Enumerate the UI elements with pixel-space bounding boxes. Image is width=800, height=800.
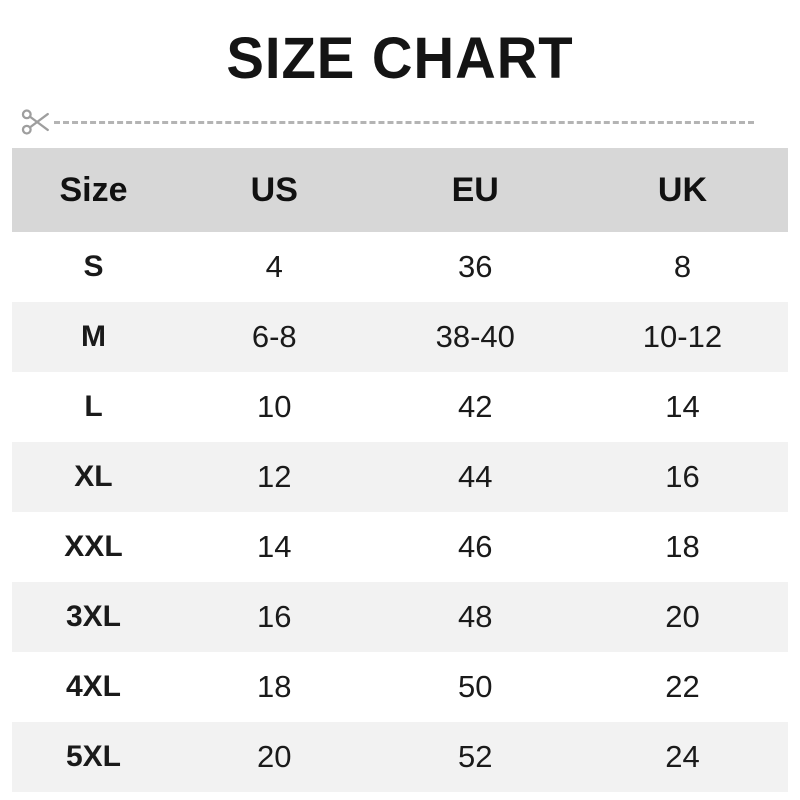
table-row: L 10 42 14	[12, 372, 788, 442]
cell-size: XL	[12, 442, 175, 512]
cell-us: 10	[174, 372, 374, 442]
cell-us: 14	[174, 512, 374, 582]
cell-eu: 36	[373, 232, 577, 302]
cell-size: L	[12, 372, 175, 442]
cell-eu: 50	[373, 652, 577, 722]
cell-size: XXL	[12, 512, 175, 582]
dashed-cut-line	[54, 120, 754, 124]
table-row: XL 12 44 16	[12, 442, 788, 512]
column-header-uk: UK	[576, 148, 788, 232]
cell-size: S	[12, 232, 175, 302]
cell-eu: 44	[373, 442, 577, 512]
cell-uk: 16	[576, 442, 788, 512]
cell-eu: 38-40	[373, 302, 577, 372]
table-header-row: Size US EU UK	[12, 148, 788, 232]
scissors-icon	[18, 105, 52, 139]
cell-eu: 48	[373, 582, 577, 652]
cell-eu: 46	[373, 512, 577, 582]
cell-uk: 18	[576, 512, 788, 582]
cut-line	[18, 104, 770, 140]
cell-us: 6-8	[174, 302, 374, 372]
cell-uk: 14	[576, 372, 788, 442]
cell-size: 4XL	[12, 652, 175, 722]
table-row: 3XL 16 48 20	[12, 582, 788, 652]
cell-us: 18	[174, 652, 374, 722]
cell-eu: 52	[373, 722, 577, 792]
cell-size: 5XL	[12, 722, 175, 792]
cell-eu: 42	[373, 372, 577, 442]
column-header-size: Size	[12, 148, 175, 232]
column-header-eu: EU	[373, 148, 577, 232]
cell-size: M	[12, 302, 175, 372]
cell-us: 20	[174, 722, 374, 792]
cell-uk: 20	[576, 582, 788, 652]
cell-uk: 10-12	[576, 302, 788, 372]
column-header-us: US	[174, 148, 374, 232]
cell-us: 4	[174, 232, 374, 302]
cell-us: 12	[174, 442, 374, 512]
size-chart-table: Size US EU UK S 4 36 8 M 6-8 38-40 10-12…	[12, 148, 788, 792]
cell-us: 16	[174, 582, 374, 652]
table-row: S 4 36 8	[12, 232, 788, 302]
cell-size: 3XL	[12, 582, 175, 652]
table-row: XXL 14 46 18	[12, 512, 788, 582]
cell-uk: 8	[576, 232, 788, 302]
cell-uk: 24	[576, 722, 788, 792]
table-row: 4XL 18 50 22	[12, 652, 788, 722]
table-row: M 6-8 38-40 10-12	[12, 302, 788, 372]
page-title: SIZE CHART	[226, 26, 574, 91]
cell-uk: 22	[576, 652, 788, 722]
table-row: 5XL 20 52 24	[12, 722, 788, 792]
